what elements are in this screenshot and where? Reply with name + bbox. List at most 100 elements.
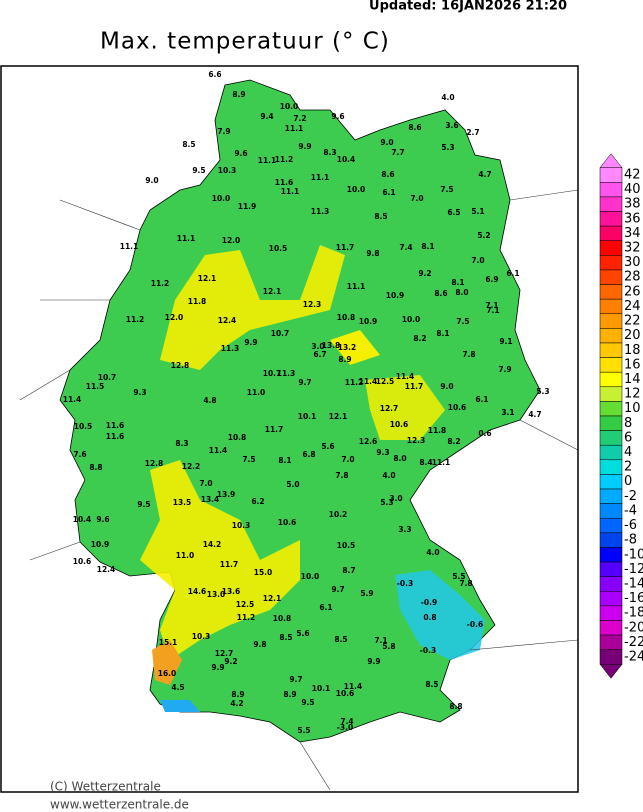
station-value: 11.6 — [106, 421, 125, 430]
legend-swatch — [599, 605, 623, 621]
station-value: 7.6 — [73, 450, 86, 459]
station-value: 8.3 — [323, 148, 336, 157]
legend-label: 40 — [624, 182, 641, 197]
legend-swatch — [599, 547, 623, 563]
station-value: 8.1 — [421, 242, 434, 251]
station-value: 11.1 — [281, 187, 300, 196]
station-value: 4.0 — [441, 93, 454, 102]
legend-label: -20 — [624, 620, 643, 635]
legend-label: 6 — [624, 430, 632, 445]
station-value: 8.5 — [279, 633, 292, 642]
station-value: 5.1 — [471, 207, 484, 216]
station-value: 12.0 — [222, 236, 241, 245]
station-value: 7.0 — [199, 479, 212, 488]
station-value: -0.6 — [467, 620, 483, 629]
legend-swatch — [599, 591, 623, 607]
station-value: 11.7 — [405, 382, 424, 391]
station-value: 9.9 — [244, 338, 257, 347]
updated-time: Updated: 16JAN2026 21:20 — [369, 0, 567, 14]
legend-swatch — [599, 284, 623, 300]
map-title: Max. temperatuur (° C) — [100, 29, 390, 55]
legend-label: -18 — [624, 606, 643, 621]
station-value: 12.7 — [215, 649, 234, 658]
station-value: 11.1 — [285, 124, 304, 133]
station-value: 12.7 — [380, 404, 399, 413]
station-value: 4.0 — [426, 548, 439, 557]
station-value: 7.9 — [217, 127, 230, 136]
station-value: 8.4 — [419, 458, 432, 467]
station-value: 11.4 — [344, 682, 363, 691]
station-value: -0.9 — [421, 598, 437, 607]
station-value: 16.0 — [158, 669, 177, 678]
station-value: 9.7 — [289, 675, 302, 684]
station-value: 8.2 — [413, 334, 426, 343]
legend-label: 0 — [624, 474, 632, 489]
station-value: 10.6 — [278, 518, 297, 527]
legend-label: 24 — [624, 299, 641, 314]
station-value: 11.2 — [126, 315, 145, 324]
station-value: 12.0 — [165, 313, 184, 322]
station-value: 13.6 — [222, 587, 241, 596]
station-labels: 6.68.910.09.4 7.2 9.64.08.6 3.62.77.9 11.18.… — [63, 70, 550, 735]
station-value: 5.3 — [441, 143, 454, 152]
station-value: 11.1 — [177, 234, 196, 243]
legend-swatch — [599, 532, 623, 548]
cold-zone — [160, 700, 200, 712]
station-value: 10.3 — [218, 166, 237, 175]
legend-swatch — [599, 430, 623, 446]
station-value: 14.2 — [203, 540, 222, 549]
station-value: 10.8 — [228, 433, 247, 442]
legend-swatch — [599, 196, 623, 212]
station-value: 11.3 — [311, 207, 330, 216]
station-value: -3.0 — [337, 723, 353, 732]
legend-label: 16 — [624, 357, 641, 372]
legend-swatch — [599, 517, 623, 534]
warm-zone — [330, 330, 380, 365]
station-value: -0.3 — [420, 646, 436, 655]
station-value: 12.8 — [171, 361, 190, 370]
legend-label: 22 — [624, 314, 641, 329]
station-value: 11.6 — [106, 432, 125, 441]
station-value: 15.0 — [254, 568, 273, 577]
station-value: 10.6 — [336, 689, 355, 698]
station-value: 11.9 — [238, 202, 257, 211]
station-value: 9.7 — [298, 378, 311, 387]
station-value: 10.6 — [73, 557, 92, 566]
station-value: 6.7 — [313, 350, 326, 359]
station-value: 5.3 — [380, 498, 393, 507]
station-value: 10.9 — [359, 317, 378, 326]
station-value: 8.1 — [436, 329, 449, 338]
station-value: 7.8 — [459, 579, 472, 588]
station-value: 10.7 — [263, 369, 282, 378]
station-value: 5.3 — [536, 387, 549, 396]
station-value: 2.7 — [466, 128, 479, 137]
legend-label: -8 — [624, 533, 637, 548]
legend-label: -4 — [624, 503, 637, 518]
legend-swatch — [599, 576, 623, 592]
station-value: 9.9 — [211, 663, 224, 672]
station-value: 7.5 — [242, 455, 255, 464]
station-value: 5.8 — [382, 642, 395, 651]
station-value: 8.7 — [342, 566, 355, 575]
station-value: 11.4 — [63, 395, 82, 404]
station-value: 10.8 — [337, 313, 356, 322]
station-value: 8.8 — [89, 463, 102, 472]
legend-label: 32 — [624, 241, 641, 256]
legend-label: 12 — [624, 387, 641, 402]
website: www.wetterzentrale.de — [50, 798, 189, 812]
station-value: 6.6 — [208, 70, 221, 79]
station-value: 6.1 — [506, 269, 519, 278]
station-value: 10.2 — [329, 510, 348, 519]
station-value: 4.7 — [528, 410, 541, 419]
legend-label: 8 — [624, 416, 632, 431]
legend-label: -24 — [624, 650, 643, 665]
station-value: 7.2 — [293, 114, 306, 123]
station-value: 10.5 — [74, 422, 93, 431]
legend-label: 10 — [624, 401, 641, 416]
station-value: 9.6 — [331, 112, 344, 121]
warm-zone — [140, 460, 300, 660]
legend-swatch — [599, 167, 623, 183]
station-value: 7.8 — [462, 350, 475, 359]
station-value: 7.0 — [410, 194, 423, 203]
